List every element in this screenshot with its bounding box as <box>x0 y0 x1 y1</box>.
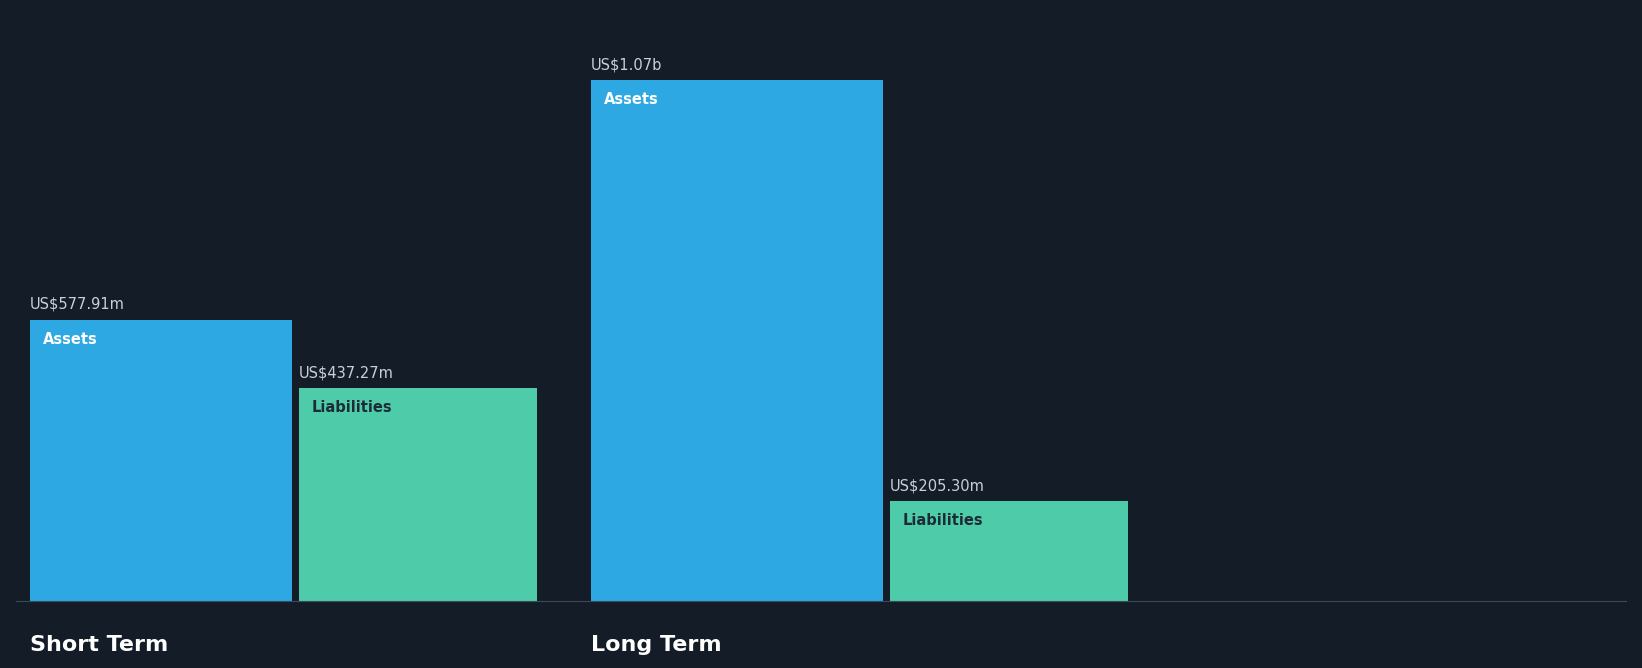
Text: Liabilities: Liabilities <box>903 513 984 528</box>
Bar <box>591 80 883 601</box>
Text: US$577.91m: US$577.91m <box>30 297 125 312</box>
Text: Liabilities: Liabilities <box>312 400 392 415</box>
Bar <box>890 501 1128 601</box>
Text: Assets: Assets <box>604 92 658 107</box>
Text: US$1.07b: US$1.07b <box>591 57 662 72</box>
Text: Long Term: Long Term <box>591 635 722 655</box>
Bar <box>299 388 537 601</box>
Text: US$437.27m: US$437.27m <box>299 365 394 380</box>
Text: Assets: Assets <box>43 332 97 347</box>
Text: Short Term: Short Term <box>30 635 167 655</box>
Text: US$205.30m: US$205.30m <box>890 478 985 493</box>
Bar <box>30 320 292 601</box>
